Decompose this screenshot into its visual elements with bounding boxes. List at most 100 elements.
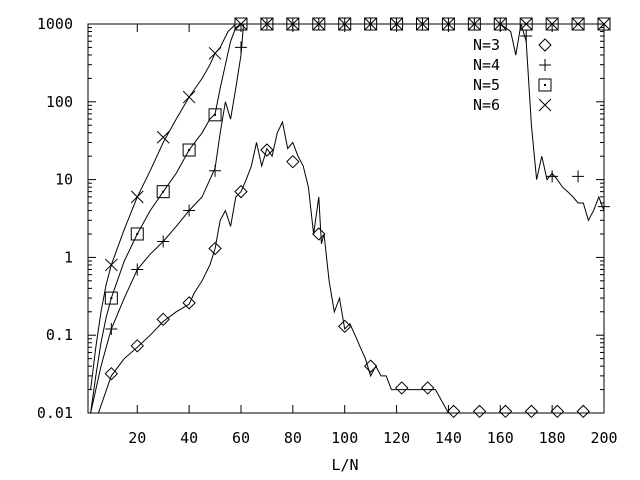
data-point	[546, 170, 559, 183]
data-point-dot	[188, 149, 191, 152]
data-point	[545, 17, 559, 31]
data-point	[183, 204, 196, 217]
data-point	[416, 17, 429, 31]
data-point	[441, 17, 455, 31]
x-tick-label: 180	[539, 429, 566, 447]
x-axis-ticks: 20 40 60 80 100 120 140 160 180 200	[128, 24, 618, 447]
data-point	[234, 41, 247, 54]
data-point	[182, 296, 196, 310]
x-tick-label: 80	[284, 429, 302, 447]
data-point	[156, 130, 170, 144]
data-point-dot	[162, 190, 165, 193]
data-point	[571, 17, 585, 31]
data-point	[338, 17, 352, 31]
legend-marker	[539, 59, 551, 71]
legend-label: N=6	[473, 96, 500, 114]
data-point	[571, 17, 585, 31]
legend-label: N=4	[473, 56, 500, 74]
data-point	[363, 359, 378, 373]
data-point	[467, 17, 481, 31]
data-point	[286, 17, 300, 31]
series-markers	[104, 17, 611, 419]
legend-label: N=5	[473, 76, 500, 94]
data-point	[390, 17, 404, 31]
y-tick-label: 0.1	[46, 326, 73, 344]
legend-marker	[538, 98, 552, 112]
data-point	[597, 17, 611, 31]
y-axis-ticks: 0.01 0.1 1 10 100 1000	[37, 15, 604, 422]
data-point	[550, 404, 565, 419]
data-point	[597, 17, 611, 31]
series-markers-n3	[104, 143, 590, 419]
data-point	[209, 164, 222, 177]
data-point	[157, 235, 170, 248]
x-axis-title: L/N	[331, 456, 358, 474]
y-tick-label: 100	[46, 93, 73, 111]
data-point	[312, 17, 326, 31]
data-point	[208, 241, 222, 256]
data-point	[420, 381, 435, 395]
data-point	[286, 17, 300, 31]
data-point-dot	[110, 297, 113, 300]
data-point	[286, 154, 300, 169]
data-point	[312, 17, 326, 31]
data-point	[130, 190, 144, 204]
data-point	[493, 17, 507, 31]
data-point	[234, 17, 248, 31]
legend-marker-dot	[544, 84, 546, 86]
data-point	[364, 17, 377, 31]
data-point	[104, 258, 118, 272]
data-point	[337, 319, 352, 334]
x-tick-label: 100	[331, 429, 358, 447]
data-point	[260, 17, 274, 31]
series-markers-n6	[104, 17, 611, 272]
data-point	[519, 17, 533, 31]
series-markers-n4	[105, 18, 610, 336]
x-tick-label: 20	[128, 429, 146, 447]
data-point	[520, 30, 533, 43]
data-point	[364, 17, 378, 31]
legend-marker	[538, 78, 552, 92]
data-point	[338, 17, 352, 31]
data-point	[156, 185, 170, 199]
data-point	[576, 404, 590, 419]
data-point	[442, 17, 455, 31]
x-tick-label: 40	[180, 429, 198, 447]
x-tick-label: 160	[487, 429, 514, 447]
data-point	[519, 17, 533, 31]
data-point	[234, 184, 248, 199]
series-line-n3	[90, 120, 604, 414]
data-point	[446, 404, 461, 419]
data-point	[182, 90, 196, 104]
x-tick-label: 60	[232, 429, 250, 447]
data-point	[545, 17, 559, 31]
data-point	[312, 227, 326, 241]
data-point	[104, 366, 119, 381]
data-point	[395, 381, 409, 395]
legend: N=3 N=4 N=5 N=6	[473, 36, 552, 114]
data-point	[472, 404, 487, 419]
data-point	[182, 143, 196, 157]
data-point	[415, 17, 429, 31]
data-point-dot	[214, 113, 217, 116]
data-point	[208, 46, 222, 60]
data-point	[598, 200, 610, 213]
data-point-dot	[136, 232, 139, 235]
data-point	[524, 404, 539, 419]
y-tick-label: 0.01	[37, 404, 73, 422]
data-point	[105, 323, 118, 336]
data-point	[131, 263, 144, 276]
legend-marker	[538, 38, 552, 52]
y-tick-label: 1000	[37, 15, 73, 33]
data-point	[260, 17, 274, 31]
data-point	[467, 17, 481, 31]
x-tick-label: 200	[590, 429, 617, 447]
data-point	[498, 404, 513, 419]
y-tick-label: 10	[55, 171, 73, 189]
data-point	[390, 17, 403, 31]
data-point	[260, 143, 274, 157]
x-tick-label: 140	[435, 429, 462, 447]
data-point	[130, 227, 144, 241]
